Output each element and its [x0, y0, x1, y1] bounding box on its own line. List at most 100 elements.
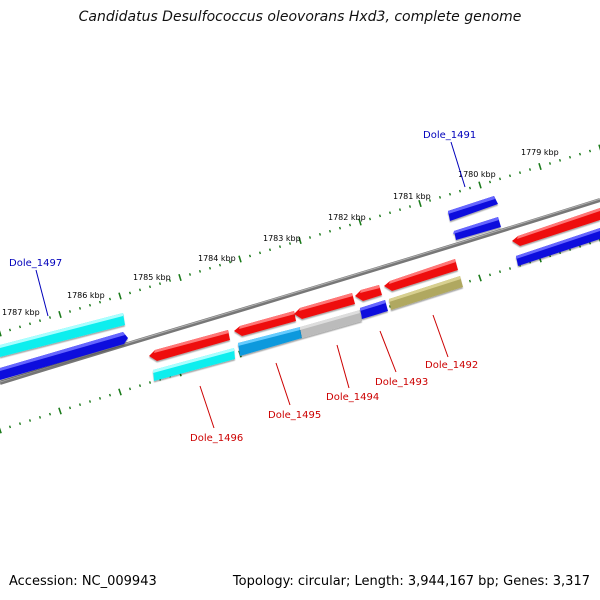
outer-ring-minor-tick	[378, 214, 382, 218]
leader-dole-1491	[450, 141, 466, 188]
inner-ring-minor-tick	[18, 422, 22, 426]
outer-ring-minor-tick	[338, 226, 342, 230]
outer-ring-major-tick	[0, 330, 2, 337]
gene-blue-right[interactable]	[516, 228, 600, 266]
kbp-label-1780: 1780 kbp	[458, 170, 496, 179]
outer-ring-minor-tick	[288, 242, 292, 245]
outer-ring-minor-tick	[138, 288, 142, 292]
gene-dole-1493[interactable]	[360, 300, 388, 319]
label-dole-1493[interactable]: Dole_1493	[375, 377, 428, 388]
kbp-label-1782: 1782 kbp	[328, 213, 366, 222]
genome-stats-text: Topology: circular; Length: 3,944,167 bp…	[232, 574, 590, 589]
gene-red-e[interactable]	[384, 259, 458, 291]
kbp-label-1787: 1787 kbp	[2, 308, 40, 317]
inner-ring-minor-tick	[98, 396, 102, 400]
outer-ring-minor-tick	[328, 229, 332, 233]
outer-ring-minor-tick	[388, 211, 392, 215]
outer-ring-major-tick	[598, 144, 600, 151]
outer-ring-minor-tick	[218, 263, 222, 267]
outer-ring-minor-tick	[38, 319, 42, 323]
gene-dole-1492[interactable]	[389, 276, 463, 310]
outer-ring-minor-tick	[428, 199, 432, 202]
gene-red-a[interactable]	[149, 330, 230, 361]
label-dole-1491[interactable]: Dole_1491	[423, 130, 476, 141]
gene-red-c[interactable]	[294, 293, 355, 319]
leader-dole-1496	[199, 385, 215, 429]
gene-red-b[interactable]	[234, 311, 296, 336]
gene-dole-1497-blue[interactable]	[0, 332, 128, 380]
outer-ring-minor-tick	[258, 251, 262, 255]
kbp-label-1786: 1786 kbp	[67, 291, 105, 300]
outer-ring-minor-tick	[508, 174, 512, 178]
inner-ring-minor-tick	[148, 381, 152, 384]
inner-ring-minor-tick	[138, 384, 142, 388]
outer-ring-minor-tick	[588, 149, 592, 153]
outer-ring-minor-tick	[308, 236, 312, 239]
inner-ring-minor-tick	[588, 241, 592, 245]
genome-title: Candidatus Desulfococcus oleovorans Hxd3…	[78, 9, 522, 25]
outer-ring-minor-tick	[278, 245, 282, 249]
gene-dole-1497-cyan[interactable]	[0, 313, 125, 357]
outer-ring-minor-tick	[568, 155, 572, 159]
kbp-label-1781: 1781 kbp	[393, 192, 431, 201]
gene-dole-1491-upper[interactable]	[448, 196, 498, 221]
outer-ring-minor-tick	[248, 254, 252, 258]
outer-ring-minor-tick	[158, 282, 162, 286]
outer-ring-minor-tick	[48, 316, 52, 319]
outer-tick-ring	[0, 144, 600, 337]
inner-ring-major-tick	[0, 427, 2, 434]
inner-ring-minor-tick	[508, 267, 512, 270]
gene-dole-1494[interactable]	[300, 310, 362, 338]
inner-ring-major-tick	[58, 407, 62, 415]
outer-ring-minor-tick	[578, 152, 582, 156]
inner-ring-minor-tick	[108, 393, 112, 397]
outer-ring-minor-tick	[168, 279, 172, 282]
inner-ring-minor-tick	[48, 412, 52, 416]
gene-dole-1496[interactable]	[153, 348, 235, 381]
outer-ring-minor-tick	[18, 325, 22, 329]
gene-red-right[interactable]	[512, 208, 600, 246]
outer-ring-minor-tick	[188, 273, 192, 276]
outer-ring-minor-tick	[488, 180, 492, 184]
outer-ring-minor-tick	[548, 162, 552, 165]
outer-ring-minor-tick	[448, 192, 452, 196]
gene-dole-1491-lower[interactable]	[453, 217, 501, 240]
outer-ring-minor-tick	[558, 158, 562, 162]
inner-ring-minor-tick	[128, 387, 132, 391]
leader-dole-1495	[275, 362, 291, 406]
leader-dole-1492	[432, 314, 449, 358]
label-dole-1496[interactable]: Dole_1496	[190, 433, 243, 444]
label-dole-1495[interactable]: Dole_1495	[268, 410, 321, 421]
outer-ring-minor-tick	[208, 266, 212, 270]
genome-backbone-highlight	[0, 198, 600, 383]
gene-dole-1495[interactable]	[238, 327, 302, 356]
outer-ring-minor-tick	[458, 189, 462, 193]
outer-ring-major-tick	[178, 273, 182, 282]
inner-ring-minor-tick	[8, 425, 12, 429]
outer-ring-minor-tick	[528, 168, 532, 171]
outer-ring-major-tick	[418, 199, 422, 208]
outer-ring-minor-tick	[408, 205, 412, 208]
outer-ring-minor-tick	[268, 248, 272, 252]
outer-ring-minor-tick	[148, 285, 152, 289]
outer-ring-major-tick	[238, 255, 242, 263]
outer-ring-major-tick	[118, 292, 122, 300]
inner-ring-major-tick	[478, 274, 482, 282]
inner-ring-minor-tick	[88, 400, 92, 403]
outer-ring-major-tick	[538, 162, 542, 171]
label-dole-1497[interactable]: Dole_1497	[9, 258, 62, 269]
inner-ring-minor-tick	[498, 270, 502, 274]
gene-red-d[interactable]	[355, 285, 382, 301]
inner-ring-minor-tick	[68, 406, 72, 410]
label-dole-1492[interactable]: Dole_1492	[425, 360, 478, 371]
outer-ring-minor-tick	[368, 217, 372, 221]
outer-ring-minor-tick	[228, 260, 232, 264]
outer-ring-minor-tick	[318, 232, 322, 236]
label-dole-1494[interactable]: Dole_1494	[326, 392, 379, 403]
outer-ring-major-tick	[358, 218, 362, 226]
inner-ring-minor-tick	[488, 273, 492, 277]
kbp-label-1784: 1784 kbp	[198, 254, 236, 263]
inner-ring-major-tick	[118, 388, 122, 396]
